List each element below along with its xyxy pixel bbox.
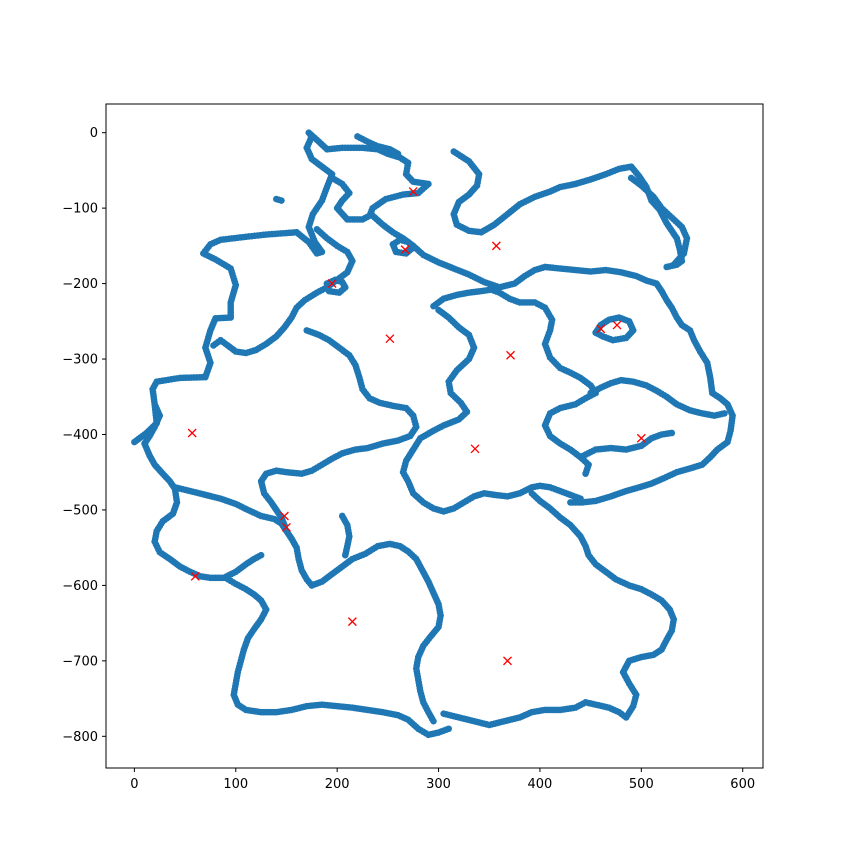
border-point xyxy=(210,342,217,349)
x-tick-label: 0 xyxy=(130,777,138,792)
centroid-markers-layer xyxy=(187,187,646,666)
centroid-marker xyxy=(187,428,197,438)
centroid-marker xyxy=(612,320,622,330)
y-tick-label: −800 xyxy=(62,730,98,745)
x-axis: 0 100 200 300 400 500 600 xyxy=(130,768,755,792)
border-point xyxy=(323,280,331,287)
x-tick-label: 500 xyxy=(629,777,654,792)
border-point xyxy=(389,241,397,248)
border-point xyxy=(663,263,670,271)
border-point xyxy=(445,725,452,733)
x-tick-label: 600 xyxy=(730,777,755,792)
border-point xyxy=(592,329,600,336)
y-tick-label: −700 xyxy=(62,654,98,669)
centroid-marker xyxy=(408,187,418,196)
y-tick-label: −200 xyxy=(62,277,98,292)
border-point xyxy=(328,174,336,182)
y-tick-label: 0 xyxy=(90,126,98,141)
centroid-marker xyxy=(327,279,337,289)
centroid-marker xyxy=(279,511,289,521)
centroid-marker xyxy=(385,334,395,344)
border-point xyxy=(582,470,589,478)
border-point xyxy=(528,490,536,497)
centroid-marker xyxy=(506,350,516,360)
centroid-marker xyxy=(190,571,200,581)
border-point xyxy=(567,499,574,506)
border-point xyxy=(257,551,265,559)
y-tick-label: −300 xyxy=(62,353,98,368)
border-point xyxy=(430,717,437,725)
border-point xyxy=(394,150,402,158)
centroid-marker xyxy=(636,433,646,443)
x-tick-label: 300 xyxy=(426,777,451,792)
y-tick-label: −600 xyxy=(62,579,98,594)
centroid-marker xyxy=(282,522,291,532)
border-point xyxy=(668,429,676,437)
border-point xyxy=(278,197,285,204)
centroid-marker xyxy=(347,617,357,627)
centroid-marker xyxy=(596,324,606,334)
y-tick-label: −500 xyxy=(62,503,98,518)
centroid-marker xyxy=(503,656,512,666)
x-tick-label: 200 xyxy=(325,777,350,792)
centroid-marker xyxy=(400,245,410,255)
y-tick-label: −400 xyxy=(62,428,98,443)
x-tick-label: 400 xyxy=(528,777,553,792)
border-point xyxy=(721,410,728,417)
plot-frame xyxy=(105,103,764,769)
centroid-marker xyxy=(491,241,501,251)
y-tick-label: −100 xyxy=(62,202,98,217)
x-tick-label: 100 xyxy=(223,777,248,792)
y-axis: 0 −100 −200 −300 −400 −500 −600 −700 −800 xyxy=(62,126,106,745)
border-point xyxy=(341,551,349,559)
border-points-layer xyxy=(131,129,736,739)
border-point xyxy=(670,261,678,269)
centroid-marker xyxy=(470,444,480,454)
border-point xyxy=(577,495,584,502)
